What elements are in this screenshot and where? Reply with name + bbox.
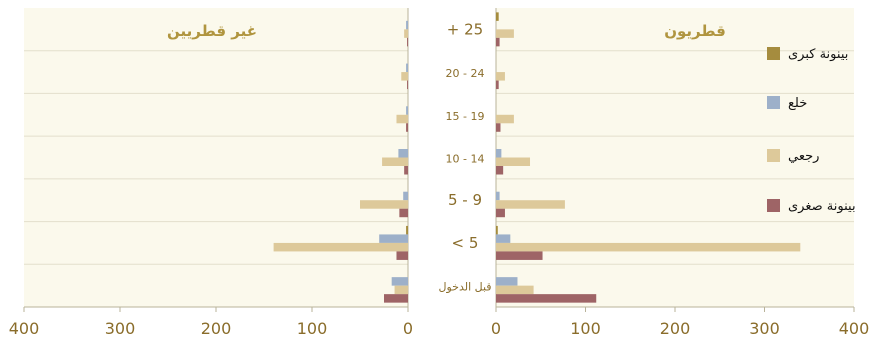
- qatari-x-tick-label: 0: [491, 319, 501, 338]
- non-qatari-panel-title: غير قطريين: [167, 22, 257, 40]
- non_qatari-bar: [396, 114, 408, 124]
- qatari-bar: [496, 114, 514, 124]
- qatari-bar: [496, 157, 531, 166]
- legend-label: رجعي: [788, 149, 819, 164]
- non-qatari-x-tick-label: 300: [105, 319, 136, 338]
- non_qatari-bar: [391, 277, 408, 286]
- category-label: قبل الدخول: [438, 281, 491, 294]
- non_qatari-bar: [406, 123, 408, 132]
- qatari-bar: [496, 72, 505, 81]
- non_qatari-bar: [406, 63, 408, 73]
- qatari-bar: [496, 166, 504, 175]
- legend-label: خلع: [788, 96, 807, 111]
- qatari-bar: [496, 149, 502, 158]
- non_qatari-bar: [384, 294, 408, 303]
- qatari-bar: [496, 285, 534, 295]
- non_qatari-bar: [406, 20, 408, 30]
- category-label: 20 - 24: [446, 67, 485, 80]
- legend-label: بينونة كبرى: [788, 47, 848, 62]
- qatari-plot-area: [496, 8, 854, 307]
- legend-label: بينونة صغرى: [788, 199, 856, 214]
- qatari-bar: [496, 242, 801, 252]
- non_qatari-bar: [403, 191, 408, 201]
- non_qatari-bar: [401, 72, 408, 81]
- non_qatari-bar: [406, 225, 408, 235]
- non_qatari-bar: [407, 80, 408, 90]
- qatari-bar: [496, 12, 499, 21]
- qatari-bar: [496, 80, 499, 90]
- qatari-bar: [496, 191, 500, 201]
- qatari-panel-title: قطريون: [664, 22, 726, 40]
- non-qatari-x-tick-label: 400: [9, 319, 40, 338]
- qatari-bar: [496, 277, 518, 286]
- category-label: + 25: [447, 20, 483, 38]
- category-label: 15 - 19: [446, 110, 485, 123]
- qatari-bar: [496, 37, 500, 47]
- legend-swatch: [767, 199, 780, 212]
- non_qatari-bar: [398, 149, 408, 158]
- non_qatari-bar: [399, 208, 408, 218]
- qatari-bar: [496, 225, 498, 235]
- non-qatari-x-tick-label: 0: [403, 319, 413, 338]
- category-label: < 5: [452, 234, 479, 252]
- non_qatari-bar: [407, 37, 408, 47]
- non_qatari-bar: [360, 200, 408, 209]
- legend-swatch: [767, 47, 780, 60]
- legend-swatch: [767, 149, 780, 162]
- qatari-bar: [496, 123, 501, 132]
- category-label: 5 - 9: [448, 191, 482, 209]
- non-qatari-x-tick-label: 100: [297, 319, 328, 338]
- non_qatari-bar: [394, 285, 408, 295]
- qatari-bar: [496, 200, 565, 209]
- qatari-x-tick-label: 200: [660, 319, 691, 338]
- qatari-bar: [496, 208, 505, 218]
- non-qatari-x-tick-label: 200: [201, 319, 232, 338]
- legend-swatch: [767, 96, 780, 109]
- non_qatari-bar: [404, 166, 408, 175]
- category-label: 10 - 14: [446, 153, 485, 166]
- non_qatari-bar: [382, 157, 408, 166]
- non-qatari-plot-area: [24, 8, 408, 307]
- qatari-bar: [496, 294, 597, 303]
- qatari-bar: [496, 234, 511, 243]
- qatari-x-tick-label: 100: [570, 319, 601, 338]
- non_qatari-bar: [396, 251, 408, 260]
- non_qatari-bar: [273, 242, 408, 252]
- non_qatari-bar: [379, 234, 408, 243]
- qatari-bar: [496, 29, 514, 38]
- non_qatari-bar: [406, 106, 408, 115]
- qatari-bar: [496, 251, 543, 260]
- non_qatari-bar: [404, 29, 408, 38]
- qatari-x-tick-label: 300: [749, 319, 780, 338]
- qatari-x-tick-label: 400: [839, 319, 870, 338]
